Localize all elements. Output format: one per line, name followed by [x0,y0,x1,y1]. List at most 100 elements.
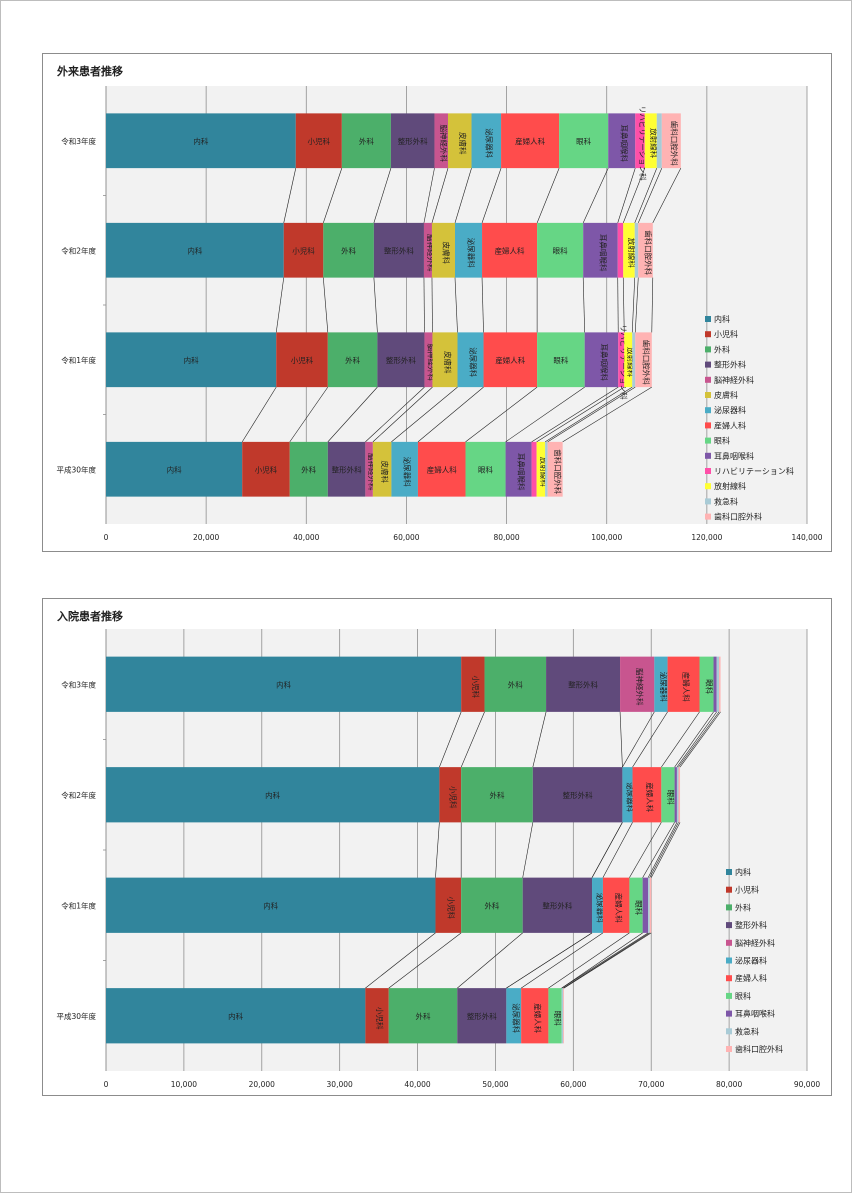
legend-label: 内科 [714,314,730,324]
bar-segment-series-5 [432,332,458,388]
series-line [679,711,721,768]
data-label: 泌尿器科 [403,457,413,487]
bar-segment-series-9 [583,222,618,278]
legend-label: 歯科口腔外科 [714,512,762,522]
legend-swatch [726,869,732,875]
bar-segment-series-2 [289,441,328,497]
series-line [651,277,654,333]
inpatient-chart-svg: 0 10,000 20,000 30,000 40,000 50,000 60,000 70,… [56,629,820,1089]
series-line [674,711,714,768]
category-label: 令和2年度 [61,790,96,800]
series-line [454,168,472,223]
legend-label: 眼科 [735,991,751,1001]
legend-label: 歯科口腔外科 [735,1044,783,1054]
data-label: 眼科 [478,464,493,474]
x-tick-label: 20,000 [193,533,219,542]
x-tick-label: 50,000 [482,1080,508,1089]
series-line [536,168,560,223]
series-line [275,277,285,333]
series-line [481,277,484,333]
series-line [460,711,485,768]
data-label: 泌尿器科 [595,893,605,923]
legend-swatch [726,886,732,893]
bar-segment-series-6 [471,113,502,169]
data-label: 泌尿器科 [512,1003,522,1033]
data-label: 放射線科 [539,457,549,487]
category-label: 令和3年度 [61,679,96,689]
series-line [327,386,378,443]
bar-segment-series-1 [242,441,290,497]
series-line [631,277,636,333]
legend-swatch [705,346,711,353]
legend-swatch [705,437,711,444]
data-label: 整形外科 [542,900,572,910]
bar-segment-series-3 [457,988,507,1044]
x-tick-label: 60,000 [560,1080,586,1089]
bar-segment-series-3 [522,877,593,933]
series-line [431,277,433,333]
bar-segment-series-0 [106,988,366,1044]
data-label: 内科 [187,245,202,255]
data-label: 皮膚科 [458,132,468,155]
data-label: 脳神経外科 [439,125,449,163]
legend-label: 産婦人科 [735,973,767,983]
legend-swatch [726,992,732,999]
bar-segment-series-3 [377,332,425,388]
bar-segment-series-9 [584,332,619,388]
bar-segment-series-4 [424,332,433,388]
data-label: 眼科 [634,900,644,915]
bar-segment-series-1 [461,656,485,712]
data-label: 内科 [193,136,208,146]
data-label: 整形外科 [332,464,362,474]
data-label: 歯科口腔外科 [644,230,654,275]
data-label: 歯科口腔外科 [553,449,563,494]
category-label: 令和1年度 [61,355,96,365]
bar-segment-series-8 [465,441,506,497]
series-line [617,277,619,333]
bar-segment-series-5 [592,877,603,933]
legend-label: 泌尿器科 [714,405,746,415]
data-label: 眼科 [576,136,591,146]
bar-segment-series-1 [365,988,389,1044]
series-line [563,932,652,989]
x-tick-label: 40,000 [404,1080,430,1089]
bar-segment-series-2 [388,988,458,1044]
category-label: 令和3年度 [61,136,96,146]
bar-segment-series-7 [417,441,466,497]
bar-segment-series-7 [629,877,643,933]
bar-segment-series-7 [548,988,562,1044]
legend-label: 内科 [735,867,751,877]
bar-segment-series-6 [391,441,418,497]
legend-label: 外科 [735,902,751,912]
series-line [582,168,609,223]
category-label: 平成30年度 [56,1011,96,1021]
bar-segment-series-11 [624,332,633,388]
x-tick-label: 120,000 [691,533,722,542]
legend-swatch [705,468,711,474]
category-label: 令和2年度 [61,245,96,255]
series-line [391,386,458,443]
legend-swatch [705,452,711,459]
bar-segment-series-10 [635,113,645,169]
series-line [622,711,655,768]
bar-segment-series-11 [536,441,546,497]
data-label: 眼科 [666,790,676,805]
series-line [676,711,717,768]
bar-segment-series-12 [656,113,662,169]
series-line [439,711,462,768]
bar-segment-series-6 [521,988,549,1044]
bar-segment-series-3 [373,222,424,278]
legend-label: 小児科 [714,329,738,339]
data-label: 放射線科 [626,347,636,377]
data-label: 内科 [228,1011,243,1021]
bar-segment-series-7 [699,656,714,712]
data-label: 耳鼻咽喉科 [598,234,608,272]
legend-swatch [726,1010,732,1017]
bar-segment-series-8 [559,113,609,169]
series-line [283,168,297,223]
legend-label: 脳神経外科 [735,938,775,948]
data-label: 小児科 [292,245,315,255]
series-line [548,932,630,989]
legend-label: 耳鼻咽喉科 [735,1009,775,1019]
series-line [634,277,639,333]
